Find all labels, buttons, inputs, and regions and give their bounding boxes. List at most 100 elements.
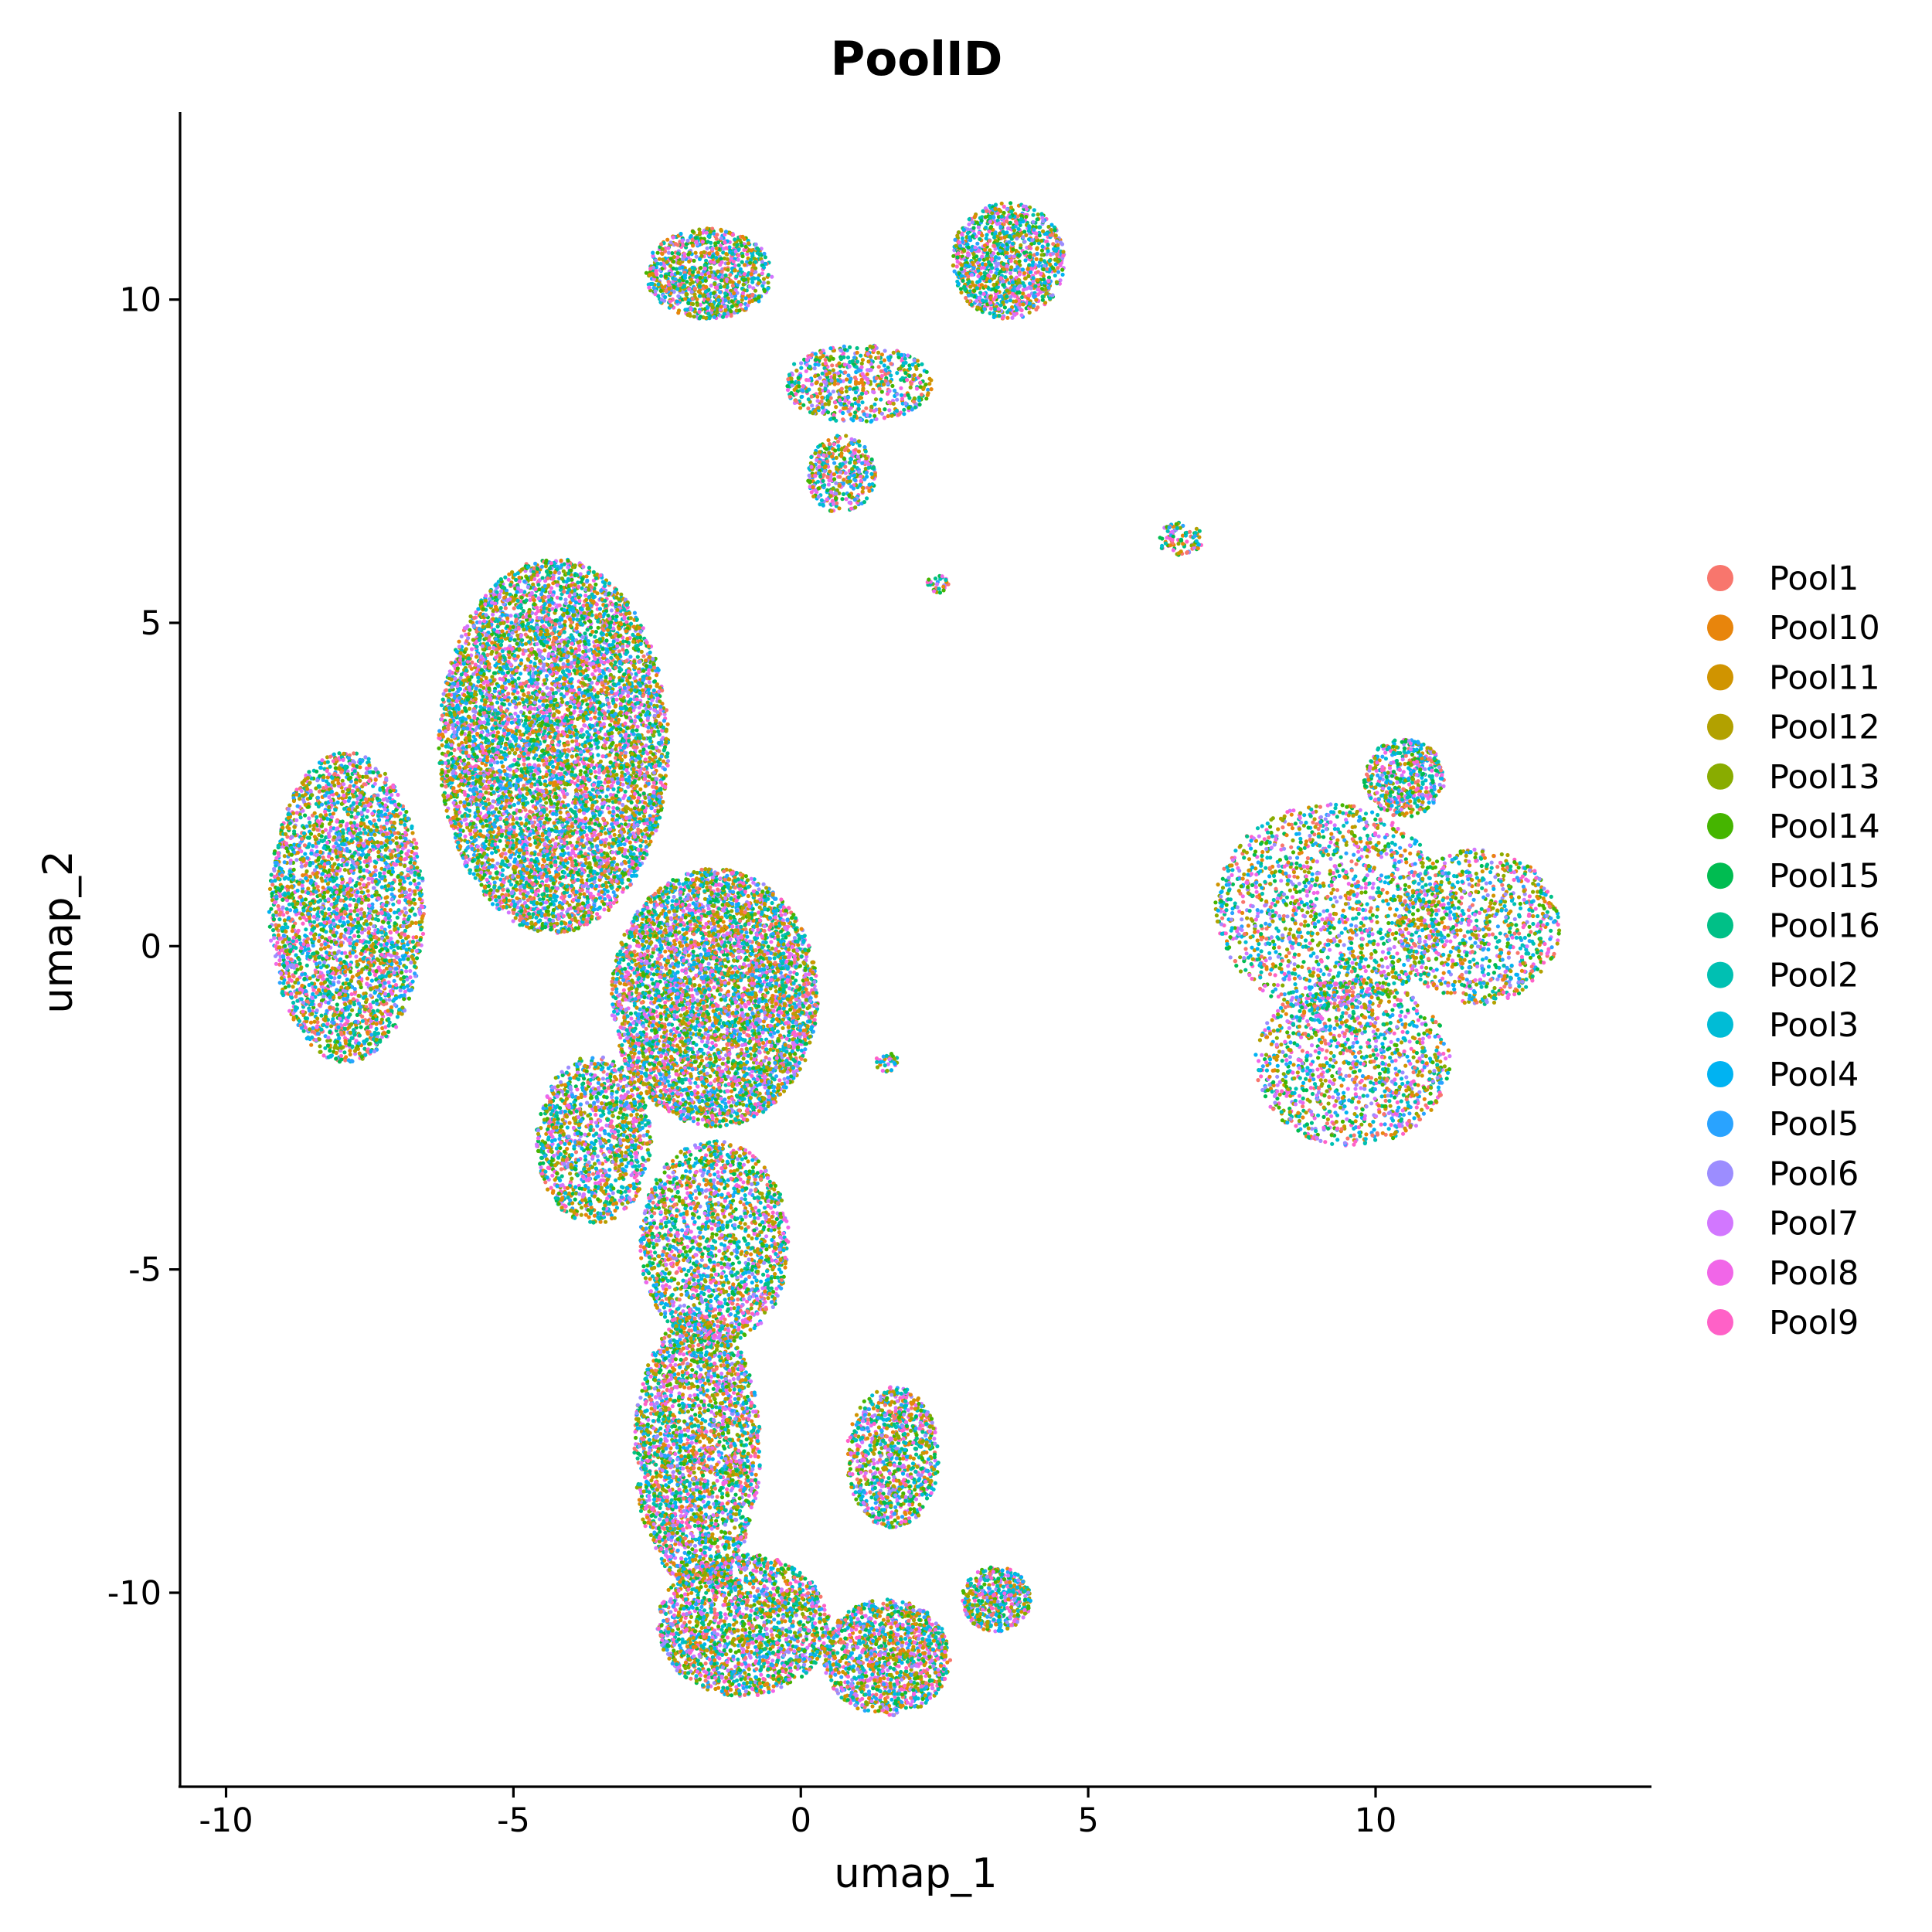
scatter-point (389, 967, 393, 971)
scatter-point (284, 930, 287, 934)
scatter-point (406, 900, 410, 903)
scatter-point (379, 1021, 383, 1025)
scatter-point (417, 873, 421, 877)
scatter-point (374, 945, 378, 949)
scatter-point (308, 983, 311, 987)
scatter-point (325, 1022, 329, 1026)
scatter-point (398, 879, 402, 883)
scatter-point (417, 943, 420, 947)
scatter-point (392, 785, 396, 789)
scatter-point (298, 1019, 301, 1023)
scatter-point (356, 920, 360, 924)
scatter-point (417, 882, 421, 886)
scatter-point (284, 846, 288, 850)
scatter-point (343, 965, 347, 969)
scatter-point (371, 1016, 375, 1020)
scatter-point (273, 852, 277, 855)
scatter-point (396, 802, 400, 806)
scatter-point (396, 1015, 400, 1019)
scatter-point (281, 906, 284, 910)
scatter-point (357, 897, 361, 901)
scatter-point (339, 944, 343, 947)
scatter-point (339, 1046, 343, 1049)
scatter-point (289, 873, 293, 877)
scatter-point (315, 1009, 319, 1012)
scatter-point (300, 1026, 304, 1030)
scatter-point (403, 823, 406, 827)
scatter-point (349, 1053, 352, 1056)
scatter-point (393, 910, 396, 914)
scatter-point (300, 984, 304, 988)
scatter-point (316, 796, 320, 800)
scatter-point (314, 971, 318, 975)
scatter-point (384, 777, 388, 781)
scatter-point (338, 1017, 342, 1021)
scatter-point (369, 944, 373, 948)
scatter-point (390, 866, 394, 870)
scatter-point (396, 793, 400, 797)
scatter-point (390, 940, 394, 944)
scatter-point (348, 880, 352, 884)
scatter-point (319, 943, 323, 947)
scatter-point (386, 884, 390, 888)
scatter-point (357, 1002, 361, 1005)
scatter-point (412, 898, 416, 902)
scatter-point (291, 929, 294, 933)
scatter-point (326, 861, 330, 865)
scatter-point (304, 825, 308, 828)
scatter-point (332, 995, 335, 999)
scatter-point (306, 886, 310, 890)
scatter-point (383, 812, 387, 816)
scatter-point (279, 971, 283, 975)
scatter-point (378, 949, 382, 953)
scatter-point (305, 1036, 309, 1040)
scatter-point (349, 909, 352, 913)
scatter-point (294, 1005, 298, 1009)
scatter-point (355, 963, 359, 967)
scatter-point (358, 882, 362, 886)
scatter-point (398, 912, 402, 916)
scatter-point (303, 814, 307, 818)
scatter-point (389, 800, 393, 804)
scatter-point (351, 764, 355, 767)
scatter-point (418, 937, 422, 941)
scatter-point (376, 797, 379, 801)
scatter-point (394, 955, 398, 959)
scatter-point (320, 935, 324, 939)
scatter-point (274, 944, 277, 948)
scatter-point (285, 885, 289, 889)
scatter-point (315, 845, 318, 849)
scatter-point (302, 857, 306, 861)
scatter-point (277, 933, 281, 937)
scatter-point (372, 818, 376, 822)
scatter-point (382, 871, 386, 875)
scatter-point (403, 837, 407, 841)
scatter-point (295, 811, 299, 815)
scatter-point (335, 1007, 339, 1011)
scatter-point (349, 815, 353, 818)
scatter-point (287, 937, 291, 941)
scatter-point (397, 900, 401, 904)
scatter-point (404, 969, 408, 973)
scatter-point (389, 908, 393, 912)
scatter-point (319, 922, 323, 926)
scatter-point (318, 975, 322, 978)
scatter-point (338, 824, 342, 828)
scatter-point (333, 772, 337, 776)
scatter-point (382, 999, 386, 1003)
scatter-point (328, 936, 332, 940)
scatter-point (355, 942, 359, 946)
scatter-point (351, 975, 355, 978)
scatter-point (394, 1025, 398, 1029)
scatter-point (349, 970, 352, 974)
scatter-point (396, 946, 400, 950)
scatter-point (393, 921, 397, 925)
scatter-point (343, 1027, 347, 1031)
scatter-point (385, 832, 389, 836)
scatter-point (360, 791, 364, 794)
scatter-point (325, 917, 329, 920)
scatter-point (270, 892, 274, 896)
scatter-point (370, 978, 374, 982)
scatter-point (335, 872, 338, 876)
scatter-point (354, 903, 358, 906)
